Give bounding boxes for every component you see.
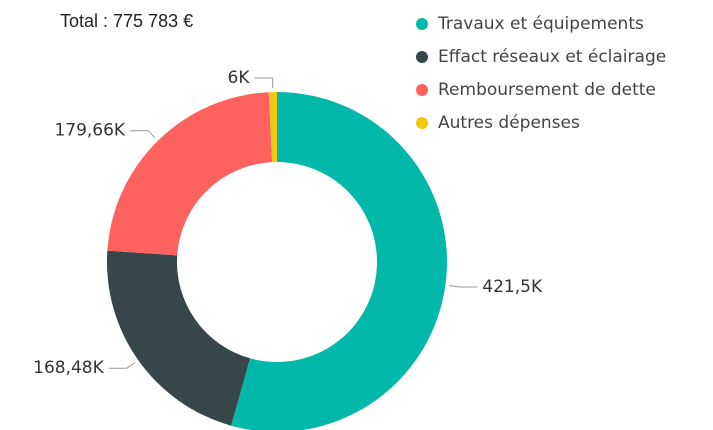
leader-line xyxy=(108,362,136,369)
legend-label: Autres dépenses xyxy=(438,113,580,133)
legend-swatch xyxy=(416,84,428,96)
data-label: 179,66K xyxy=(54,121,125,141)
leader-line xyxy=(449,285,478,288)
data-label: 168,48K xyxy=(33,358,104,378)
legend-swatch xyxy=(416,18,428,30)
data-label: 421,5K xyxy=(482,277,543,297)
legend-label: Effact réseaux et éclairage xyxy=(438,47,666,67)
legend-swatch xyxy=(416,51,428,63)
donut-slice xyxy=(268,92,277,163)
donut-slice xyxy=(106,250,251,426)
data-label: 6K xyxy=(228,68,251,88)
legend-label: Remboursement de dette xyxy=(438,80,656,100)
legend-swatch xyxy=(416,117,428,129)
legend-label: Travaux et équipements xyxy=(437,14,644,34)
donut-slice xyxy=(107,92,273,256)
chart-title: Total : 775 783 € xyxy=(60,11,193,31)
leader-line xyxy=(254,77,274,89)
donut-slice xyxy=(231,92,447,430)
leader-line xyxy=(130,130,156,139)
